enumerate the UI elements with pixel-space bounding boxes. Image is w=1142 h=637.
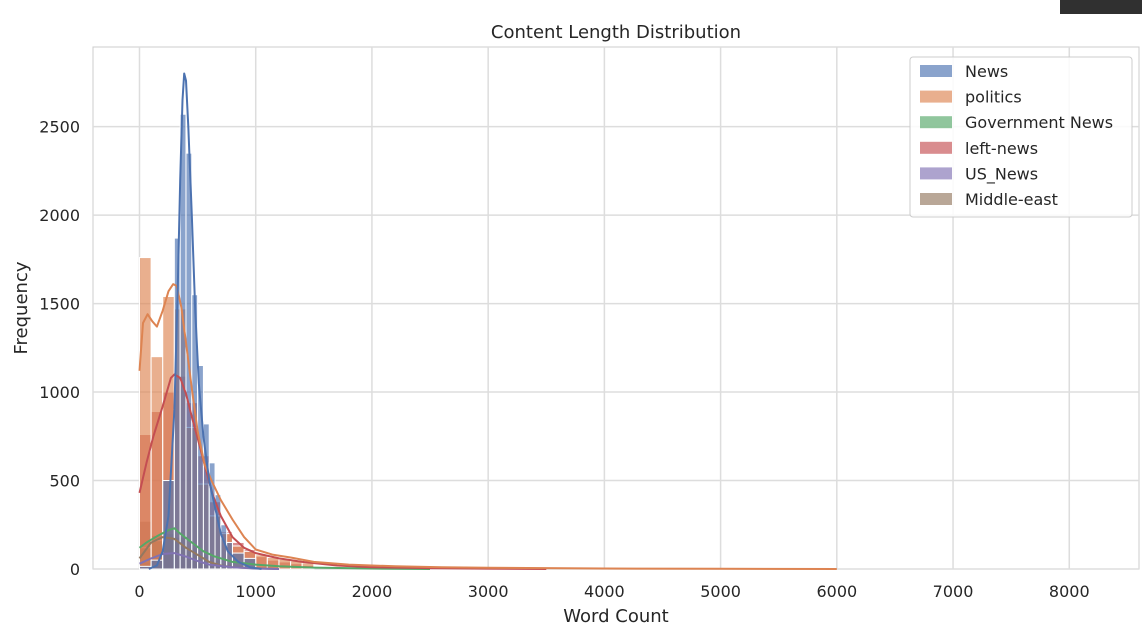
legend-swatch bbox=[920, 141, 952, 154]
legend-label: US_News bbox=[965, 164, 1038, 184]
y-tick-label: 500 bbox=[49, 472, 80, 491]
y-tick-label: 1000 bbox=[39, 383, 80, 402]
kde-line-news bbox=[148, 72, 262, 570]
legend-swatch bbox=[920, 116, 952, 129]
legend-label: Middle-east bbox=[965, 190, 1058, 209]
legend-swatch bbox=[920, 167, 952, 180]
kde-line-politics bbox=[138, 283, 837, 570]
histogram-bar-politics bbox=[266, 556, 280, 570]
legend-label: News bbox=[965, 62, 1008, 81]
y-axis-label: Frequency bbox=[11, 261, 32, 354]
ticks-layer: 0 1000 2000 3000 4000 5000 6000 7000 8000 0 500 100… bbox=[39, 118, 1089, 601]
x-tick-label: 5000 bbox=[700, 582, 741, 601]
legend-swatch bbox=[920, 65, 952, 77]
legend-label: Government News bbox=[965, 113, 1113, 132]
x-tick-label: 4000 bbox=[584, 582, 625, 601]
y-tick-label: 2500 bbox=[39, 118, 80, 137]
histogram-bar-politics bbox=[138, 257, 152, 570]
legend-swatch bbox=[920, 193, 952, 205]
legend-label: left-news bbox=[965, 139, 1038, 158]
x-tick-label: 6000 bbox=[816, 582, 857, 601]
x-tick-label: 8000 bbox=[1049, 582, 1090, 601]
legend-label: politics bbox=[965, 88, 1022, 107]
kde-layer bbox=[138, 72, 837, 570]
chart-title: Content Length Distribution bbox=[491, 22, 741, 43]
legend-swatch bbox=[920, 90, 952, 103]
y-tick-label: 0 bbox=[70, 560, 80, 579]
y-tick-label: 1500 bbox=[39, 295, 80, 314]
x-tick-label: 3000 bbox=[468, 582, 509, 601]
kde-line-us-news bbox=[139, 552, 280, 570]
x-tick-label: 2000 bbox=[352, 582, 393, 601]
legend: News politics Government News left-news US_N… bbox=[909, 56, 1133, 218]
histogram-bar-politics bbox=[255, 554, 268, 570]
window-corner-widget bbox=[1060, 0, 1142, 14]
x-tick-label: 7000 bbox=[933, 582, 974, 601]
x-axis-label: Word Count bbox=[563, 606, 668, 627]
legend-box bbox=[909, 56, 1133, 218]
histogram-bar-news bbox=[162, 480, 175, 570]
x-tick-label: 1000 bbox=[235, 582, 276, 601]
x-tick-label: 0 bbox=[134, 582, 144, 601]
y-tick-label: 2000 bbox=[39, 206, 80, 225]
kde-line-government-news bbox=[138, 527, 431, 570]
